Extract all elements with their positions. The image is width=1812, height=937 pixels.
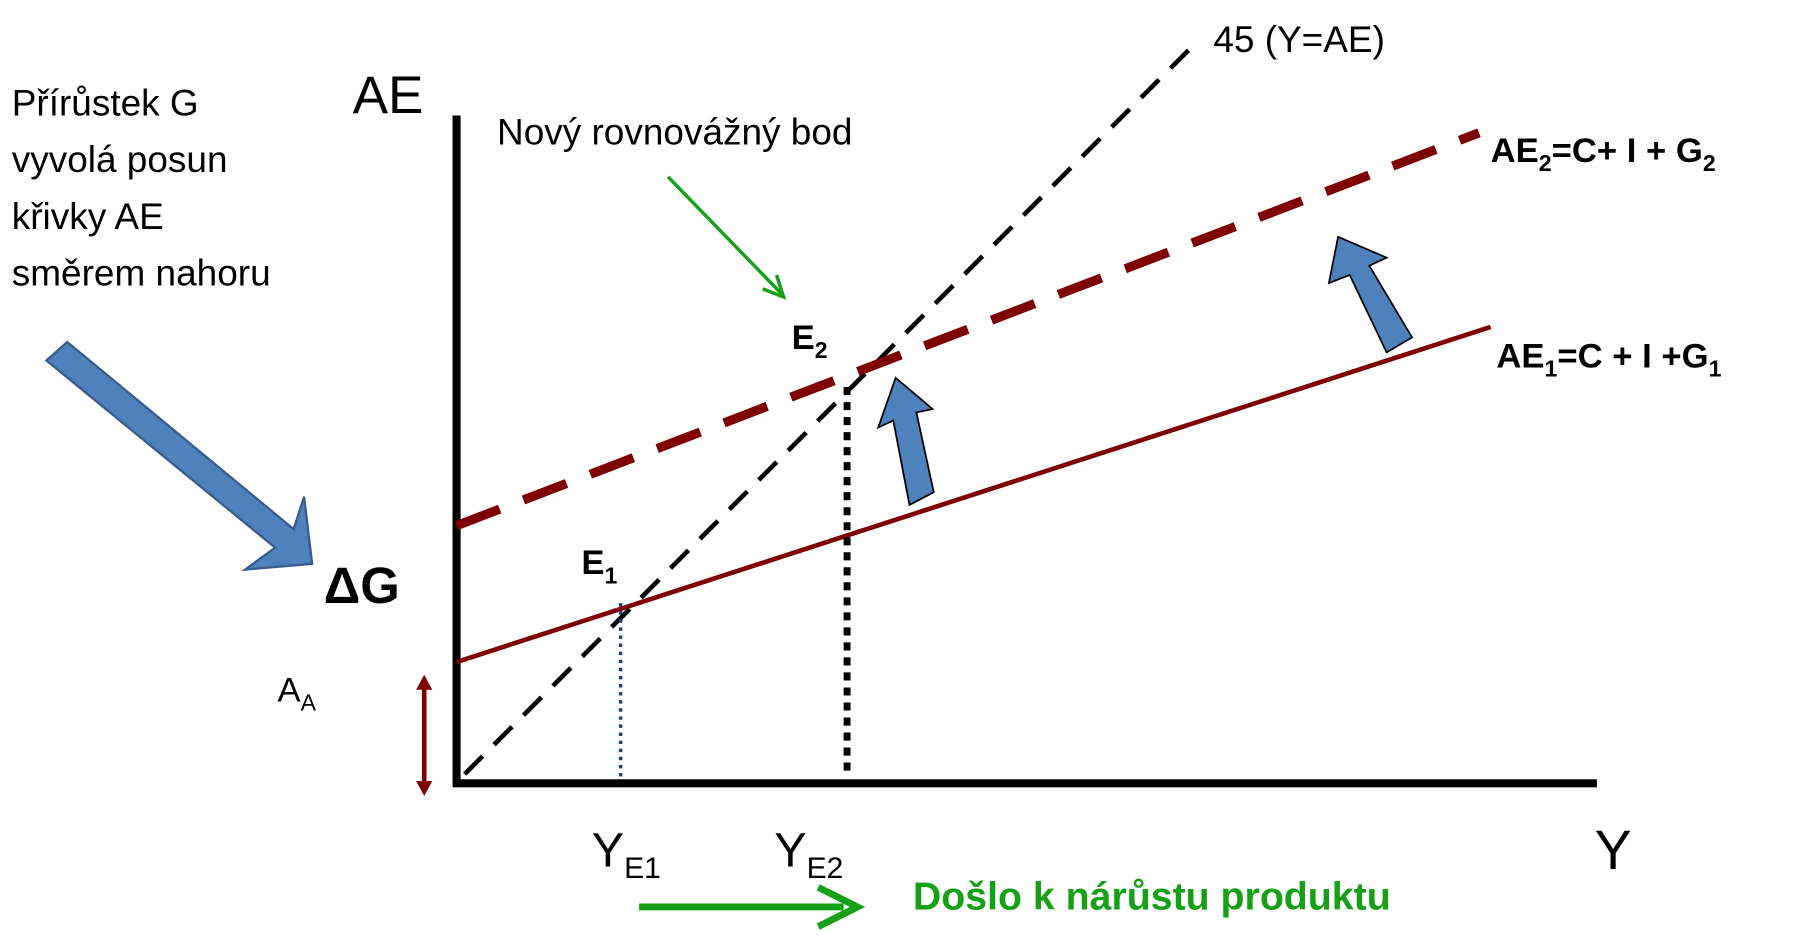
- sub: E2: [807, 852, 844, 885]
- t: E: [792, 319, 815, 357]
- sub: 2: [1703, 150, 1716, 176]
- annotation-line: směrem nahoru: [12, 252, 271, 293]
- shift-arrow-big: [44, 340, 314, 572]
- t: A: [277, 671, 301, 709]
- sub: 1: [604, 562, 617, 588]
- sub: 1: [1545, 356, 1558, 382]
- t: AE: [1496, 337, 1544, 375]
- sub: E1: [624, 852, 661, 885]
- e1-label: E1: [581, 544, 617, 588]
- new-point-label: Nový rovnovážný bod: [497, 111, 852, 152]
- ae1-label: AE1=C + I +G1: [1496, 337, 1721, 381]
- sub: A: [301, 690, 317, 716]
- aa-label: AA: [277, 671, 316, 715]
- sub: 1: [1709, 356, 1722, 382]
- result-arrow: [639, 884, 866, 930]
- e2-label: E2: [792, 319, 828, 363]
- ye1-label: YE1: [592, 824, 661, 886]
- ae2-line: [454, 128, 1481, 531]
- sub: 2: [1539, 150, 1552, 176]
- line-45: [463, 41, 1198, 776]
- ae2-label: AE2=C+ I + G2: [1491, 132, 1716, 176]
- shift-arrow-mid: [876, 376, 935, 507]
- t: Y: [774, 824, 806, 878]
- ae1-line: [455, 324, 1492, 665]
- aa-arrow: [416, 674, 433, 797]
- shift-arrow-right: [1327, 235, 1414, 354]
- t: AE: [1491, 132, 1539, 170]
- annotation-line: vyvolá posun: [12, 139, 228, 180]
- x-axis-label: Y: [1595, 819, 1632, 881]
- delta-g-label: ΔG: [324, 557, 400, 614]
- pointer-arrow: [666, 175, 787, 300]
- line45-label: 45 (Y=AE): [1213, 19, 1385, 60]
- t: Y: [592, 824, 624, 878]
- y-axis-label: AE: [353, 66, 424, 125]
- sub: 2: [815, 337, 828, 363]
- t: =C+ I + G: [1552, 132, 1703, 170]
- t: E: [581, 544, 604, 582]
- annotation-line: křivky AE: [12, 196, 164, 237]
- annotation-line: Přírůstek G: [12, 83, 199, 124]
- t: =C + I +G: [1557, 337, 1708, 375]
- result-label: Došlo k nárůstu produktu: [913, 874, 1391, 918]
- ye2-label: YE2: [774, 824, 843, 886]
